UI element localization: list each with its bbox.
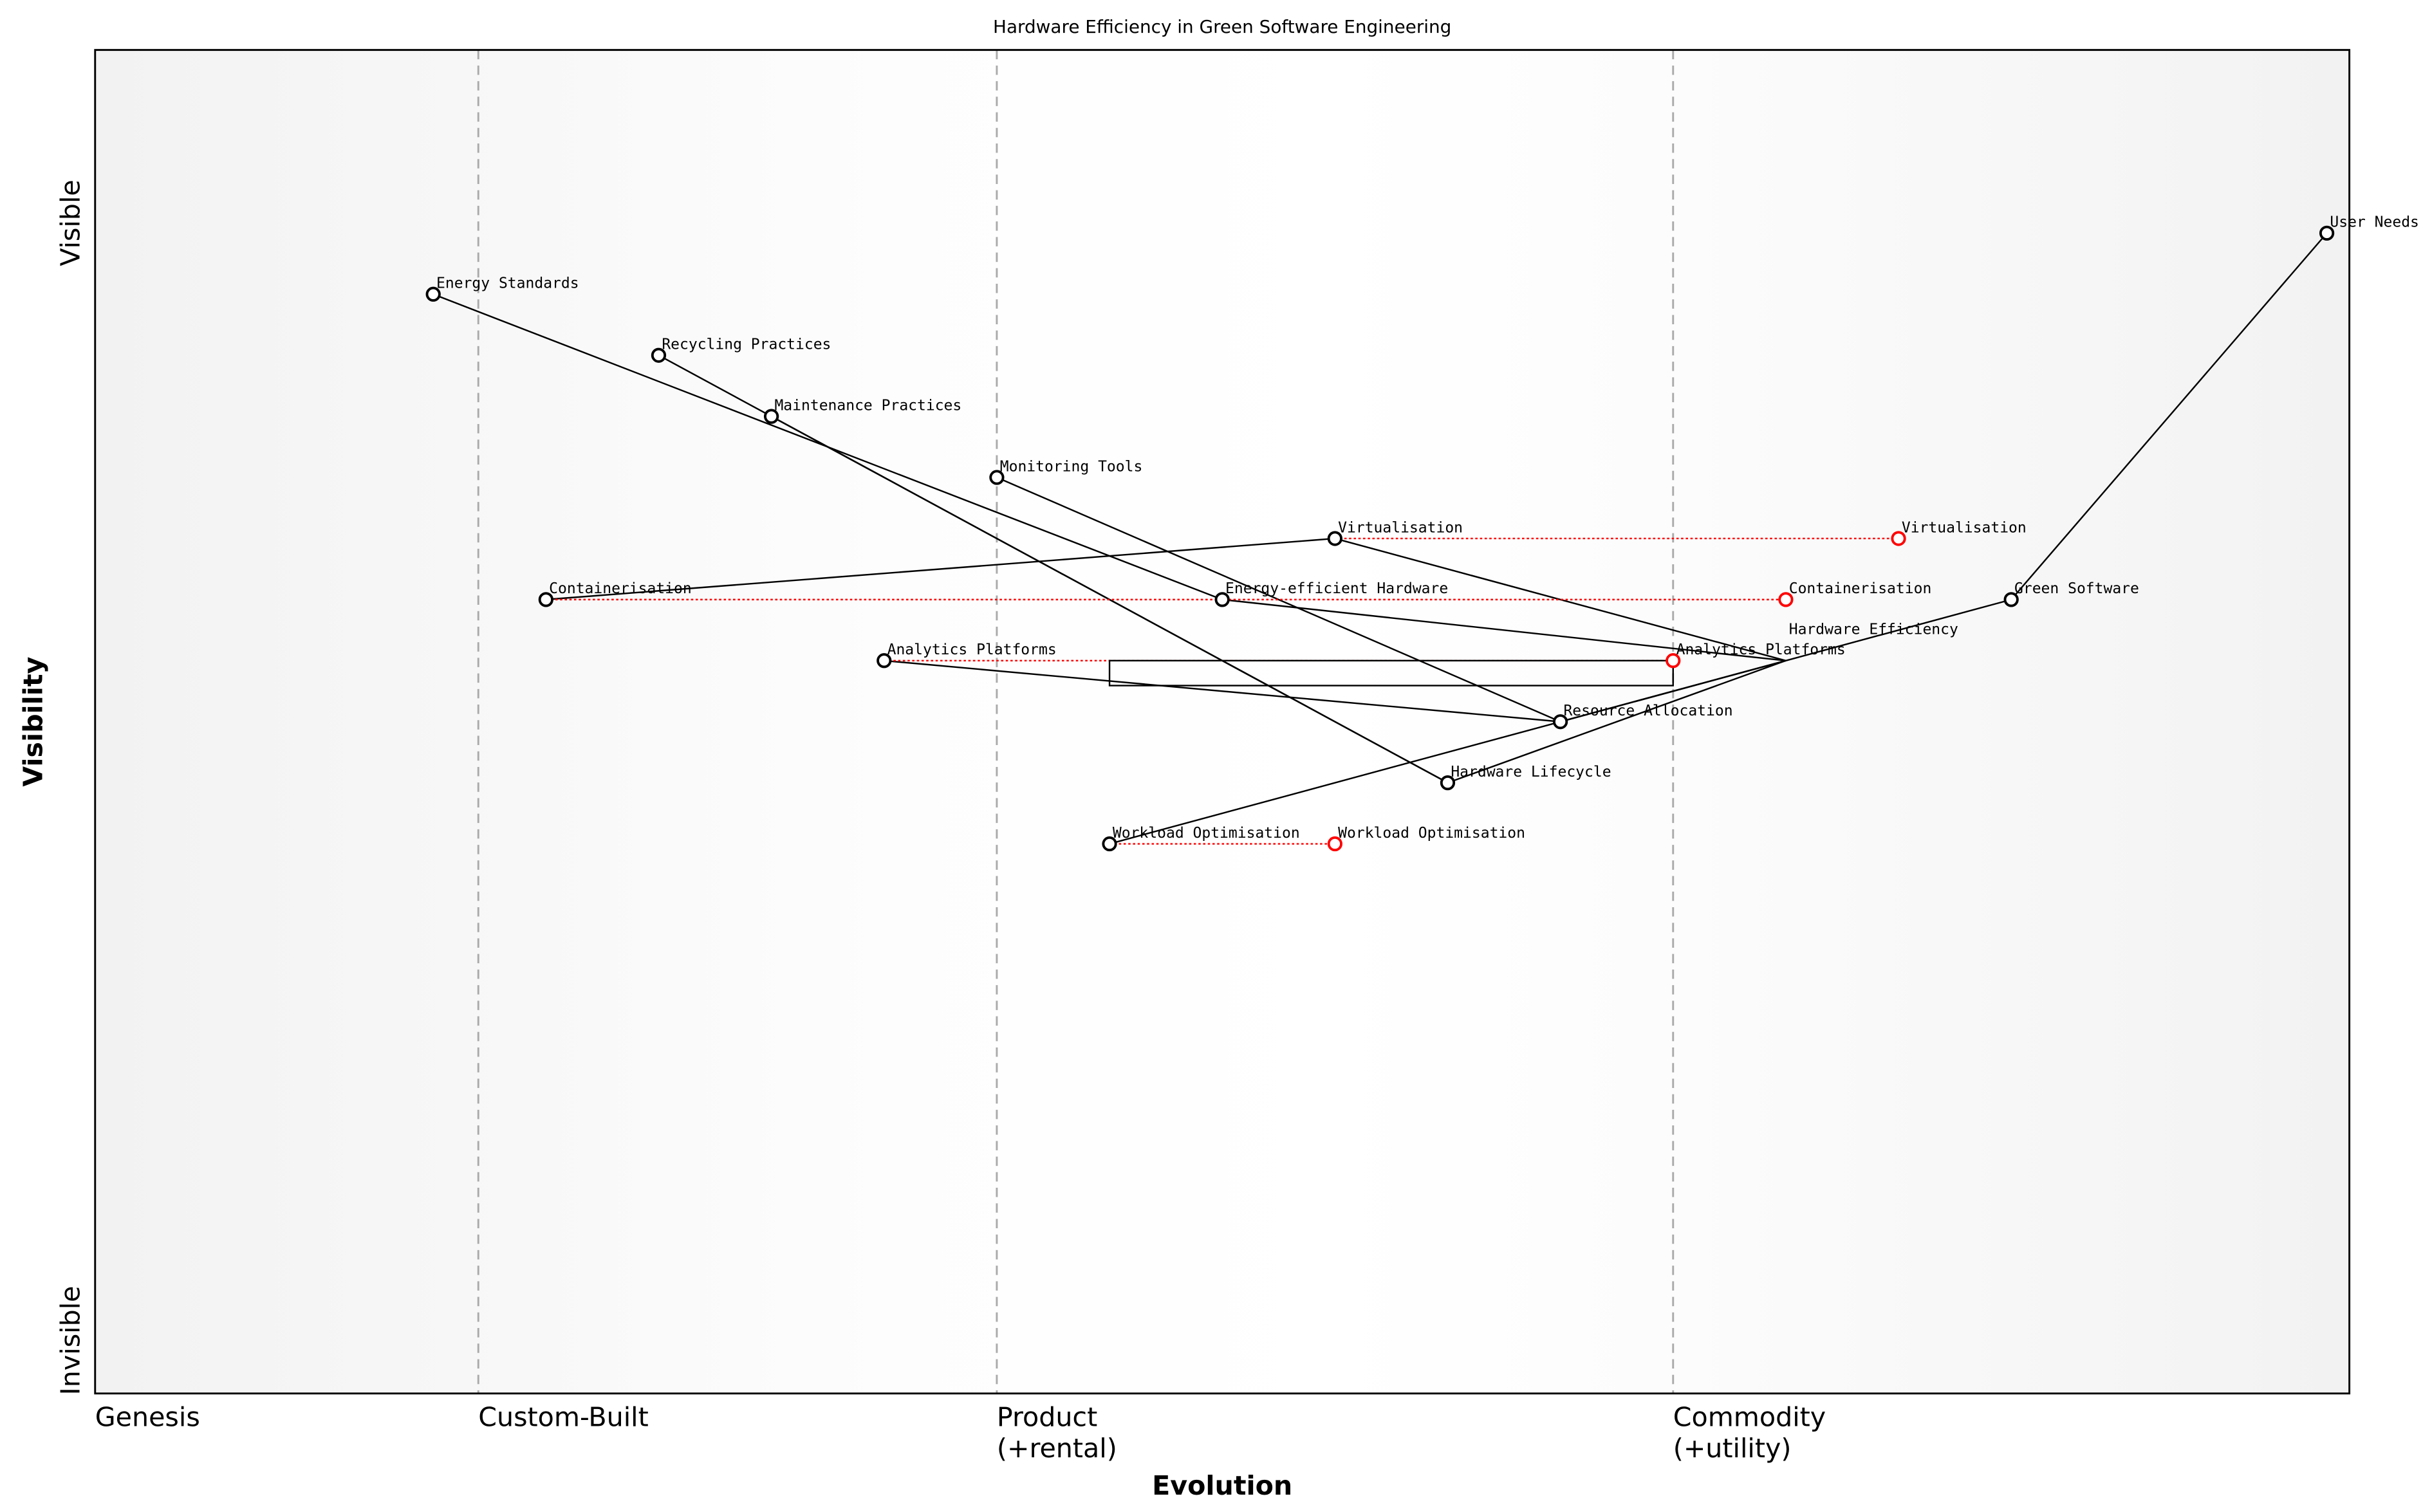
y-top-label: Visible bbox=[55, 180, 86, 266]
component-label: Energy-efficient Hardware bbox=[1225, 580, 1448, 597]
dependency-link bbox=[1335, 537, 1787, 661]
stage-label: Commodity (+utility) bbox=[1673, 1402, 1826, 1464]
evolved-component-label: Workload Optimisation bbox=[1338, 825, 1525, 842]
component-label: Energy Standards bbox=[436, 275, 579, 292]
chart-title: Hardware Efficiency in Green Software En… bbox=[993, 16, 1451, 37]
evolved-component-marker[interactable] bbox=[1891, 531, 1906, 546]
dependency-link bbox=[2010, 232, 2328, 600]
dependency-link bbox=[1785, 598, 2012, 661]
component-label: Virtualisation bbox=[1338, 519, 1463, 536]
dependency-link bbox=[1447, 659, 1787, 784]
component-label: Analytics Platforms bbox=[887, 641, 1057, 658]
pipeline-box bbox=[1108, 659, 1674, 687]
component-label: Resource Allocation bbox=[1563, 703, 1732, 719]
evolved-component-label: Virtualisation bbox=[1902, 519, 2027, 536]
component-marker[interactable] bbox=[2003, 592, 2019, 607]
dependency-link bbox=[546, 537, 1335, 601]
component-label: Recycling Practices bbox=[662, 337, 831, 353]
dependency-link bbox=[996, 476, 1561, 723]
plot-background bbox=[95, 50, 2350, 1394]
evolved-component-marker[interactable] bbox=[1327, 836, 1342, 852]
component-marker[interactable] bbox=[1327, 531, 1342, 546]
component-marker[interactable] bbox=[877, 653, 892, 668]
component-label: Hardware Efficiency bbox=[1789, 622, 1958, 638]
component-label: Green Software bbox=[2014, 580, 2139, 597]
dependency-link bbox=[884, 659, 1561, 723]
component-marker[interactable] bbox=[1102, 836, 1117, 852]
component-label: User Needs bbox=[2330, 214, 2418, 231]
component-marker[interactable] bbox=[1440, 775, 1456, 791]
evolved-component-label: Analytics Platforms bbox=[1676, 641, 1846, 658]
component-marker[interactable] bbox=[2319, 225, 2335, 241]
dependency-link bbox=[1222, 598, 1787, 661]
component-marker[interactable] bbox=[538, 592, 553, 607]
component-marker[interactable] bbox=[651, 347, 667, 363]
stage-label: Genesis bbox=[95, 1402, 200, 1433]
component-marker[interactable] bbox=[989, 470, 1005, 485]
plot-frame bbox=[94, 49, 2351, 1395]
stage-label: Custom-Built bbox=[478, 1402, 648, 1433]
stage-label: Product (+rental) bbox=[997, 1402, 1117, 1464]
component-label: Maintenance Practices bbox=[774, 397, 961, 414]
component-label: Workload Optimisation bbox=[1113, 825, 1300, 842]
evolved-component-marker[interactable] bbox=[1778, 592, 1794, 607]
component-marker[interactable] bbox=[425, 286, 441, 302]
evolved-component-label: Containerisation bbox=[1789, 580, 1932, 597]
component-label: Monitoring Tools bbox=[1000, 458, 1143, 475]
component-marker[interactable] bbox=[763, 409, 779, 424]
evolved-component-marker[interactable] bbox=[1666, 653, 1681, 668]
x-axis-title: Evolution bbox=[1152, 1470, 1292, 1501]
component-label: Containerisation bbox=[549, 580, 692, 597]
component-marker[interactable] bbox=[1214, 592, 1230, 607]
y-axis-title: Visibility bbox=[17, 656, 48, 786]
component-marker[interactable] bbox=[1552, 714, 1568, 730]
component-label: Hardware Lifecycle bbox=[1451, 764, 1611, 780]
dependency-link bbox=[1109, 659, 1787, 845]
y-bottom-label: Invisible bbox=[55, 1286, 86, 1395]
